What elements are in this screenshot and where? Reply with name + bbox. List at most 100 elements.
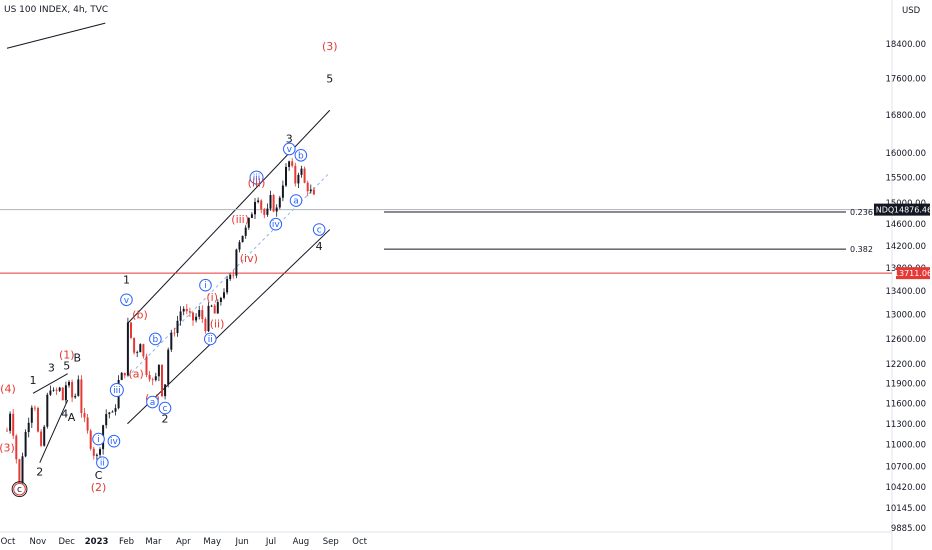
wave-label: (3)	[0, 442, 15, 455]
wave-label-circle	[203, 332, 217, 346]
trend-line	[39, 399, 69, 463]
candle-body	[161, 364, 163, 397]
wave-label-circle	[249, 170, 264, 185]
wave-label: 3	[48, 361, 55, 374]
y-tick-label: 14200.00	[885, 242, 926, 252]
wave-label: 4	[61, 408, 68, 421]
candle-body	[204, 319, 207, 332]
candle-body	[176, 320, 179, 333]
candle-body	[195, 316, 198, 321]
candle-body	[151, 379, 154, 381]
candle-body	[303, 168, 306, 183]
x-tick-label: Jun	[234, 537, 248, 547]
candle-body	[223, 292, 225, 298]
candle-body	[266, 208, 269, 215]
red-price-tag-bg	[896, 267, 930, 280]
x-tick-label: Feb	[119, 537, 134, 547]
wave-label: 4	[316, 240, 323, 253]
fib-level-label: 0.236	[850, 208, 873, 217]
wave-label-circle	[269, 217, 283, 231]
wave-label: b	[153, 335, 159, 345]
candle-body	[55, 389, 58, 391]
candle-body	[192, 312, 194, 321]
symbol-tag: NDQ	[876, 206, 894, 215]
candle-body	[300, 168, 303, 175]
symbol-tag-bg	[874, 203, 896, 216]
candle-body	[154, 376, 157, 381]
candle-body	[281, 185, 284, 198]
candle-body	[269, 195, 272, 209]
wave-label: (b)	[132, 309, 148, 322]
candle-body	[12, 413, 15, 436]
candle-body	[232, 274, 235, 276]
candle-body	[99, 449, 101, 455]
wave-label: (iii)	[248, 177, 266, 190]
candle-body	[291, 161, 294, 166]
candle-body	[182, 308, 185, 312]
candle-body	[74, 395, 77, 398]
candle-body	[27, 422, 30, 433]
symbol-header: US 100 INDEX, 4h, TVC	[4, 5, 109, 15]
wave-label: c	[163, 404, 168, 414]
wave-label-circle	[13, 482, 26, 496]
x-tick-label: May	[203, 537, 221, 547]
candle-body	[185, 308, 188, 312]
y-tick-label: 10700.00	[885, 462, 926, 472]
candle-body	[247, 217, 250, 228]
x-tick-label: Aug	[293, 537, 310, 547]
candle-body	[37, 408, 39, 432]
candle-body	[272, 195, 275, 212]
wave-label-circle	[149, 332, 162, 346]
wave-label: iii	[253, 174, 261, 184]
wave-label: ii	[100, 459, 105, 469]
wave-label: (3)	[322, 40, 338, 53]
candles	[6, 158, 315, 486]
candle-body	[89, 430, 92, 449]
candle-body	[30, 407, 33, 423]
y-tick-label: 11900.00	[885, 379, 926, 389]
wave-label: a	[293, 197, 299, 207]
trend-line	[127, 109, 331, 325]
x-tick-label: Oct	[1, 537, 16, 547]
candle-body	[49, 390, 52, 395]
current-price-tag-bg	[896, 203, 930, 216]
wave-label: (iv)	[240, 252, 258, 265]
candle-body	[46, 394, 49, 427]
y-tick-label: 16800.00	[885, 111, 926, 121]
candle-body	[257, 200, 260, 203]
candle-body	[86, 417, 89, 431]
y-tick-label: 12200.00	[885, 360, 926, 370]
candle-body	[111, 411, 114, 413]
candle-body	[15, 435, 18, 460]
x-tick-label: Jul	[265, 537, 276, 547]
wave-label: c	[17, 485, 22, 495]
candle-body	[260, 200, 263, 210]
wave-label-circle	[312, 223, 326, 236]
candle-body	[238, 242, 241, 250]
candle-body	[219, 297, 222, 303]
wave-label: 5	[63, 359, 70, 372]
candle-body	[33, 407, 36, 409]
y-tick-label: 15500.00	[885, 174, 926, 184]
x-tick-label: Sep	[323, 537, 339, 547]
wave-label: (i)	[206, 291, 218, 304]
candle-body	[309, 189, 312, 192]
wave-label-circle	[294, 149, 308, 162]
wave-label: (a)	[128, 368, 143, 381]
wave-label: C	[95, 469, 103, 482]
candle-body	[235, 249, 238, 276]
y-tick-label: 11300.00	[885, 420, 926, 430]
candle-body	[68, 381, 70, 386]
candle-body	[83, 413, 86, 418]
wave-label-circle	[283, 142, 296, 156]
wave-label: i	[204, 281, 207, 291]
candle-body	[105, 414, 108, 426]
candle-body	[145, 356, 148, 376]
candle-body	[201, 310, 204, 320]
candle-body	[275, 207, 278, 212]
wave-label: v	[124, 296, 130, 306]
wave-label: B	[74, 352, 82, 365]
candle-body	[285, 166, 287, 186]
wave-label: (2)	[91, 481, 107, 494]
x-tick-label: Apr	[176, 537, 191, 547]
